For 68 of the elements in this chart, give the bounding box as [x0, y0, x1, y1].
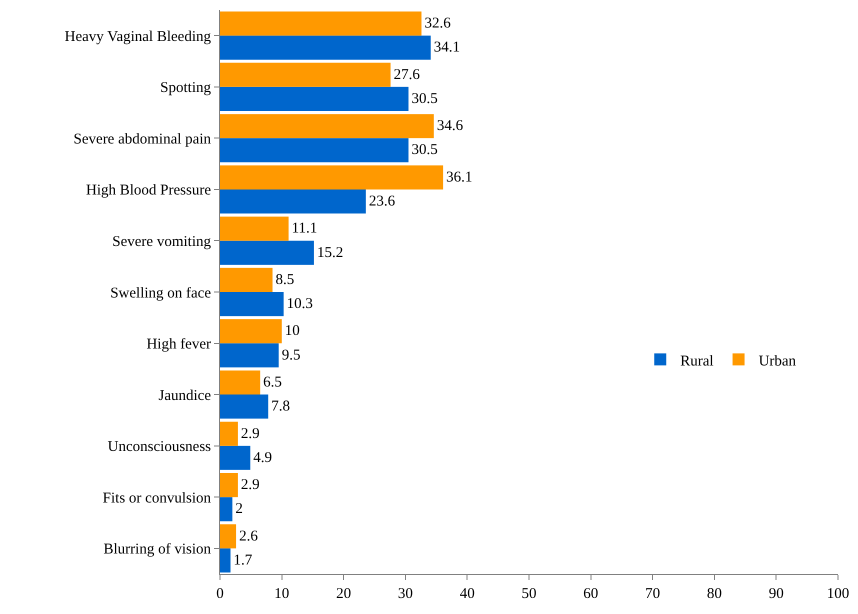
x-tick-label: 20	[336, 586, 352, 602]
x-tick-label: 70	[645, 586, 660, 602]
bar	[220, 497, 232, 522]
bar	[220, 394, 268, 419]
bar	[220, 472, 238, 498]
data-label: 9.5	[282, 347, 300, 364]
bar	[220, 319, 282, 344]
x-tick-label: 10	[274, 586, 290, 602]
data-label: 34.6	[436, 118, 464, 134]
bar	[220, 216, 289, 241]
bar	[220, 292, 284, 316]
data-label: 4.9	[253, 450, 272, 466]
bar	[220, 370, 260, 395]
y-tick-label: Unconsciousness	[108, 439, 212, 456]
y-tick-label: Blurring of vision	[104, 542, 212, 558]
bar	[220, 268, 273, 292]
data-label: 7.8	[271, 398, 290, 415]
bar	[220, 524, 236, 548]
data-label: 36.1	[446, 169, 472, 186]
bar	[220, 446, 250, 470]
x-tick-label: 30	[398, 586, 413, 602]
bar	[220, 62, 391, 87]
bar	[220, 422, 238, 446]
bar	[220, 138, 408, 162]
bar	[220, 114, 434, 138]
bar	[220, 189, 366, 214]
x-tick-label: 40	[460, 586, 475, 602]
y-tick-label: High fever	[146, 336, 211, 353]
x-tick-label: 0	[216, 586, 224, 602]
y-tick-label: Spotting	[160, 80, 212, 96]
bar	[220, 86, 408, 112]
bar	[220, 343, 279, 368]
data-label: 6.5	[263, 374, 282, 390]
bar	[220, 12, 422, 36]
data-label: 10.3	[286, 296, 313, 312]
y-tick-label: Severe abdominal pain	[74, 131, 212, 148]
bar	[220, 165, 444, 190]
data-label: 30.5	[411, 90, 438, 107]
y-tick-label: Swelling on face	[110, 285, 212, 302]
y-tick-label: Jaundice	[158, 388, 212, 404]
y-tick-label: High Blood Pressure	[86, 182, 212, 199]
data-label: 34.1	[434, 40, 460, 56]
data-label: 2.9	[240, 477, 260, 494]
data-label: 2	[235, 501, 243, 518]
x-tick-label: 60	[583, 586, 598, 602]
data-label: 11.1	[292, 220, 318, 237]
data-label: 2.6	[239, 528, 258, 544]
bar	[220, 548, 231, 572]
data-label: 10	[284, 323, 300, 340]
y-tick-label: Fits or convulsion	[102, 490, 212, 506]
bar	[220, 36, 431, 60]
x-tick-label: 90	[768, 586, 784, 602]
legend-label: Urban	[758, 353, 797, 370]
x-tick-label: 100	[826, 586, 850, 602]
y-tick-label: Severe vomiting	[112, 234, 212, 250]
data-label: 23.6	[368, 194, 396, 210]
bar	[220, 240, 314, 265]
data-label: 15.2	[316, 244, 344, 261]
data-label: 27.6	[394, 66, 420, 83]
y-tick-label: Heavy Vaginal Bleeding	[64, 28, 212, 45]
legend-label: Rural	[680, 353, 714, 370]
data-label: 32.6	[424, 16, 452, 32]
x-tick-label: 80	[706, 586, 722, 602]
data-label: 8.5	[276, 272, 294, 288]
x-tick-label: 50	[522, 586, 536, 602]
data-label: 2.9	[240, 426, 260, 442]
data-label: 30.5	[411, 142, 438, 158]
data-label: 1.7	[234, 552, 253, 568]
